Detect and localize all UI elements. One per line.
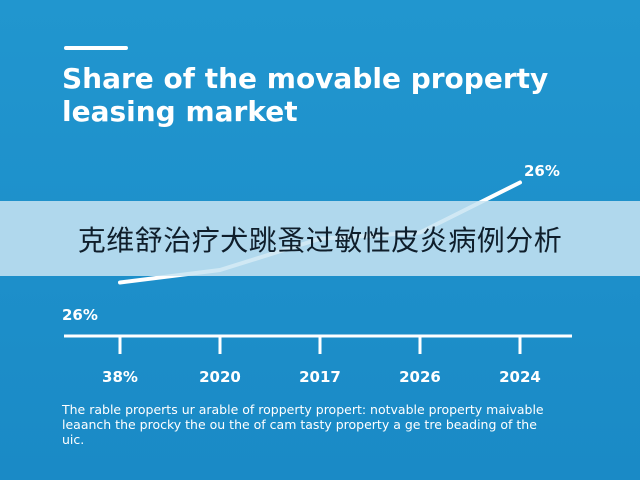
chart-caption: The rable properts ur arable of ropperty… [62,402,544,447]
x-tick-label-4: 2024 [499,368,541,386]
x-axis-ticks [118,336,522,354]
x-tick-label-2: 2017 [299,368,341,386]
banner-text: 克维舒治疗犬跳蚤过敏性皮炎病例分析 [77,224,563,257]
overlay-banner [0,201,640,276]
data-label-end: 26% [524,162,560,180]
x-axis-tick-labels: 38% 2020 2017 2026 2024 [102,368,541,386]
x-tick-label-1: 2020 [199,368,241,386]
x-tick-label-0: 38% [102,368,138,386]
data-label-start: 26% [62,306,98,324]
x-tick-label-3: 2026 [399,368,441,386]
chart-title: Share of the movable property leasing ma… [62,62,549,128]
title-accent-line [64,46,128,50]
